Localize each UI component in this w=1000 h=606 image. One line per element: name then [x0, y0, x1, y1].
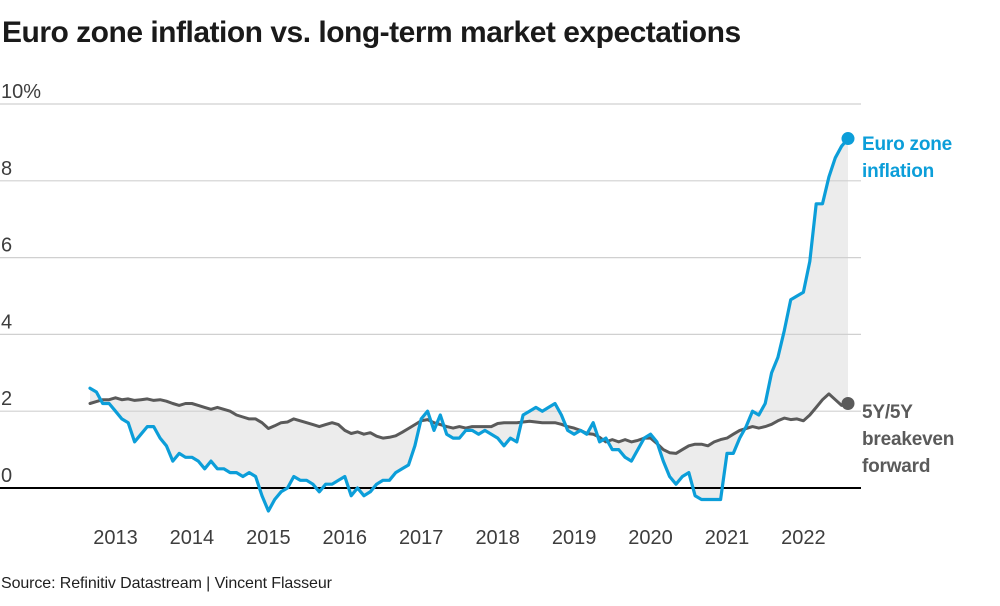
breakeven-line [88, 392, 850, 455]
y-tick-label: 2 [1, 388, 12, 410]
y-tick-label: 6 [1, 235, 12, 257]
x-tick-label: 2015 [246, 527, 291, 549]
x-tick-label: 2016 [323, 527, 368, 549]
y-tick-label: 10% [1, 81, 41, 103]
x-tick-label: 2013 [93, 527, 138, 549]
inflation-series-label: Euro zone inflation [862, 134, 953, 182]
breakeven-series-label: 5Y/5Y breakeven forward [862, 402, 955, 477]
x-tick-label: 2021 [705, 527, 750, 549]
x-tick-label: 2019 [552, 527, 597, 549]
y-tick-label: 4 [1, 311, 12, 333]
y-tick-label: 8 [1, 158, 12, 180]
x-tick-label: 2014 [170, 527, 215, 549]
x-tick-label: 2022 [781, 527, 826, 549]
x-tick-label: 2020 [628, 527, 673, 549]
x-tick-label: 2017 [399, 527, 444, 549]
x-tick-label: 2018 [475, 527, 520, 549]
chart-title: Euro zone inflation vs. long-term market… [2, 16, 741, 49]
breakeven-end-dot [841, 397, 855, 411]
inflation-end-dot [841, 132, 855, 146]
inflation-line [88, 137, 850, 513]
source-caption: Source: Refinitiv Datastream | Vincent F… [1, 575, 332, 592]
y-tick-label: 0 [1, 465, 12, 487]
fill-between-area [90, 138, 848, 511]
